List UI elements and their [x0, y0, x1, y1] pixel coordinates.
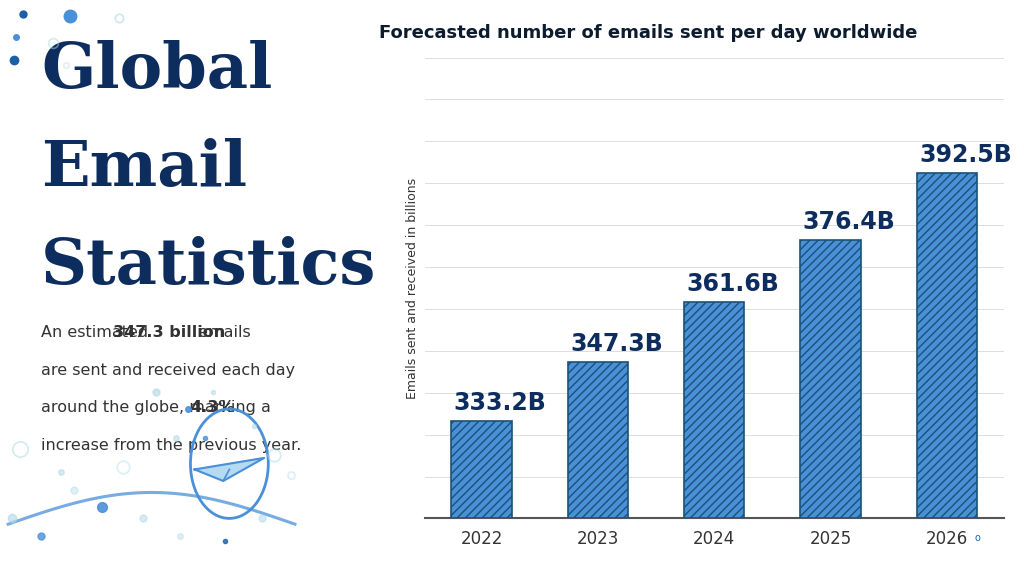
- Text: 376.4B: 376.4B: [803, 210, 895, 234]
- Bar: [916, 173, 977, 518]
- Text: 347.3 billion: 347.3 billion: [113, 325, 225, 340]
- Text: around the globe, marking a: around the globe, marking a: [41, 400, 275, 415]
- Text: An estimated: An estimated: [41, 325, 154, 340]
- Bar: [801, 240, 861, 518]
- Text: 4.3%: 4.3%: [190, 400, 234, 415]
- Text: o: o: [975, 533, 981, 543]
- Bar: [567, 362, 628, 518]
- Text: Email: Email: [41, 138, 247, 199]
- Bar: [684, 302, 744, 518]
- Bar: [452, 421, 512, 518]
- Text: Forecasted number of emails sent per day worldwide: Forecasted number of emails sent per day…: [379, 24, 918, 42]
- Text: emails: emails: [193, 325, 250, 340]
- Text: Global: Global: [41, 40, 272, 101]
- Text: 392.5B: 392.5B: [920, 142, 1012, 166]
- Text: 333.2B: 333.2B: [454, 391, 547, 415]
- Text: are sent and received each day: are sent and received each day: [41, 363, 295, 378]
- Y-axis label: Emails sent and received in billions: Emails sent and received in billions: [407, 177, 420, 399]
- Text: Statistics: Statistics: [41, 236, 377, 297]
- Text: increase from the previous year.: increase from the previous year.: [41, 438, 301, 453]
- Text: 361.6B: 361.6B: [686, 272, 779, 296]
- Text: 347.3B: 347.3B: [570, 332, 663, 356]
- Polygon shape: [195, 458, 264, 481]
